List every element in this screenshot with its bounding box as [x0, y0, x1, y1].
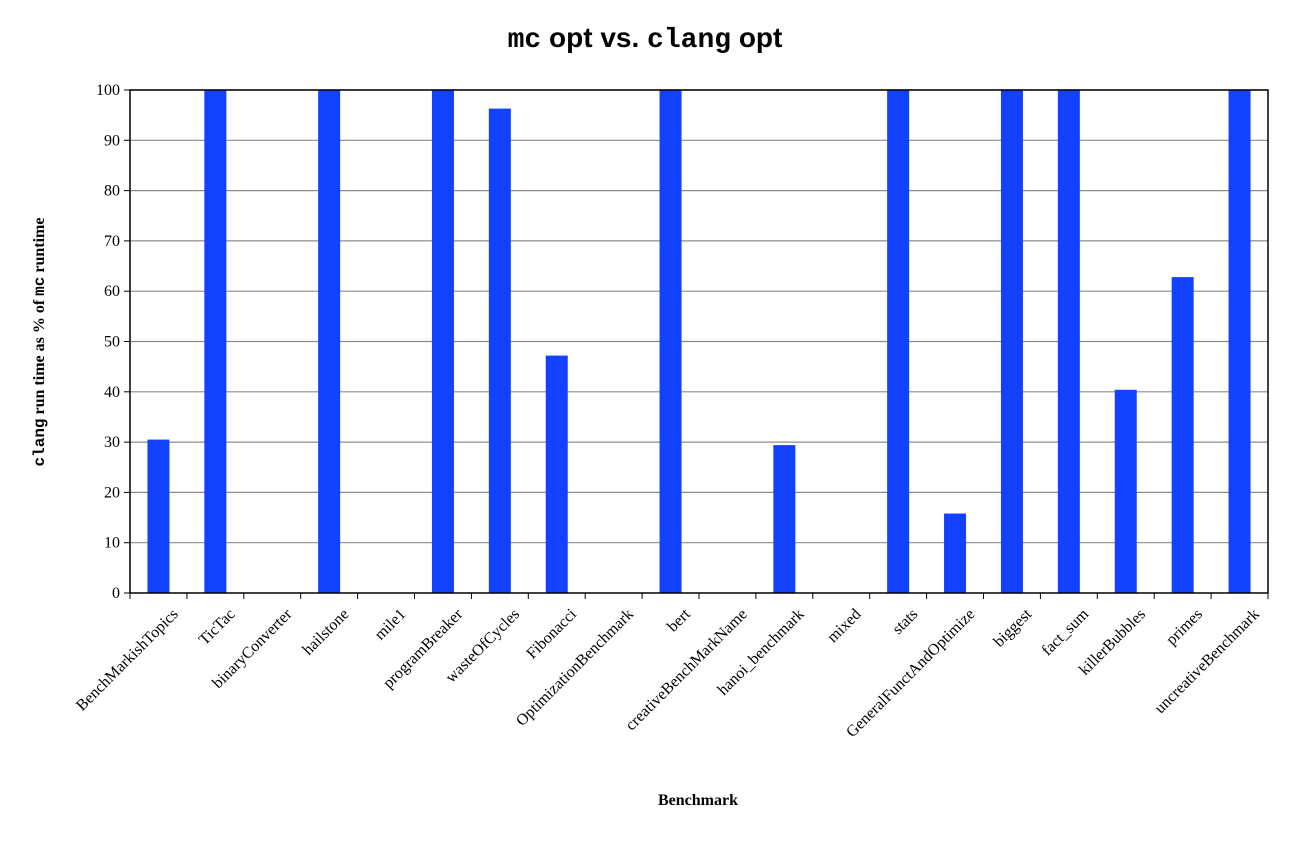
y-axis-title-part3: mc: [31, 277, 49, 296]
x-category-label: mile1: [372, 606, 410, 644]
y-axis-title-part1: clang: [31, 418, 49, 466]
bar-Fibonacci: [545, 355, 568, 593]
y-tick-label: 50: [104, 334, 120, 351]
y-tick-labels: 0 10 20 30 40 50 60 70 80 90 100: [96, 82, 120, 602]
x-category-label: hailstone: [300, 606, 353, 659]
bar-primes: [1171, 277, 1194, 593]
x-category-label: OptimizationBenchmark: [513, 606, 637, 730]
bar-fact_sum: [1057, 90, 1080, 593]
x-category-label: stats: [889, 606, 921, 638]
y-tick-label: 90: [104, 132, 120, 149]
bar-TicTac: [204, 90, 227, 593]
x-category-label: primes: [1163, 606, 1206, 649]
y-tick-label: 30: [104, 434, 120, 451]
chart-title-part1: mc: [507, 25, 542, 56]
bar-wasteOfCycles: [488, 108, 511, 594]
chart-title-part3: clang: [647, 25, 732, 56]
chart-title-part2: opt vs.: [541, 22, 648, 53]
bar-hanoi_benchmark: [773, 445, 796, 593]
x-category-label: fact_sum: [1039, 605, 1093, 659]
bar-stats: [887, 90, 910, 593]
axes: [124, 89, 1269, 599]
y-tick-label: 100: [96, 82, 120, 99]
bar-programBreaker: [431, 90, 454, 593]
bar-killerBubbles: [1114, 389, 1137, 593]
y-axis-title-part4: runtime: [31, 218, 48, 277]
bar-bert: [659, 90, 682, 593]
y-tick-label: 70: [104, 233, 120, 250]
y-tick-label: 60: [104, 283, 120, 300]
bar-biggest: [1000, 90, 1023, 593]
x-category-label: bert: [664, 605, 694, 635]
x-category-label: BenchMarkishTopics: [73, 606, 182, 715]
y-axis-title-part2: run time as % of: [31, 296, 48, 419]
x-category-label: mixed: [824, 606, 864, 646]
bar-uncreativeBenchmark: [1228, 90, 1251, 593]
bar-hailstone: [318, 90, 341, 593]
y-tick-label: 10: [104, 535, 120, 552]
chart-title-part4: opt: [731, 22, 783, 53]
bars: [147, 90, 1251, 594]
y-axis-title: clang run time as % of mc runtime: [31, 218, 49, 467]
gridlines: [130, 89, 1268, 544]
bar-GeneralFunctAndOptimize: [944, 513, 967, 593]
x-category-label: biggest: [991, 605, 1036, 650]
y-tick-label: 20: [104, 484, 120, 501]
y-tick-label: 0: [112, 585, 120, 602]
y-tick-label: 80: [104, 183, 120, 200]
x-category-label: Fibonacci: [523, 605, 580, 662]
bar-BenchMarkishTopics: [147, 439, 170, 593]
x-category-label: TicTac: [196, 606, 239, 649]
chart-title: mc opt vs. clang opt: [0, 22, 1290, 56]
x-axis-title: Benchmark: [658, 792, 738, 809]
x-category-label: uncreativeBenchmark: [1152, 606, 1263, 717]
y-tick-label: 40: [104, 384, 120, 401]
